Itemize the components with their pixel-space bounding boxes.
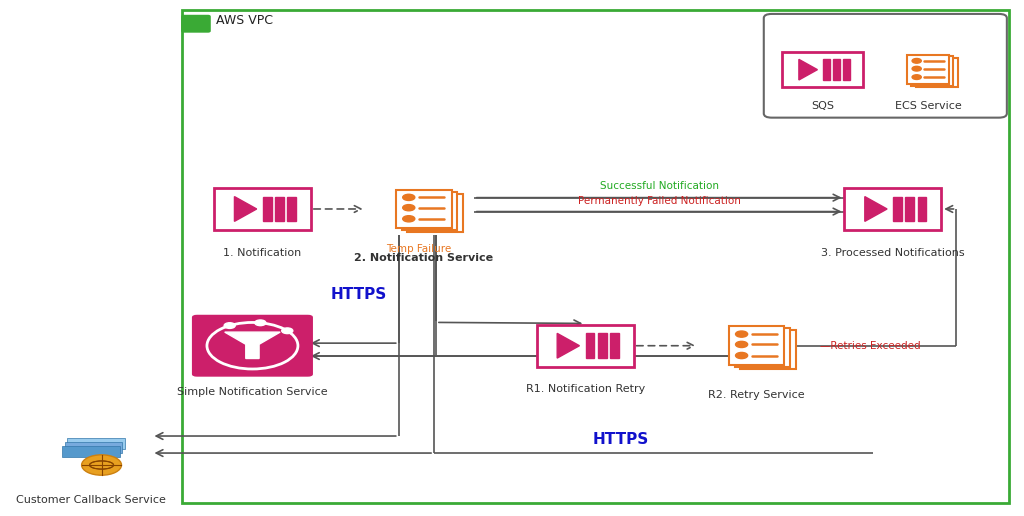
Bar bbox=[586, 333, 595, 358]
Bar bbox=[905, 197, 914, 221]
Circle shape bbox=[402, 205, 415, 211]
Circle shape bbox=[402, 216, 415, 222]
Text: Temp Failure: Temp Failure bbox=[386, 244, 452, 254]
Polygon shape bbox=[799, 59, 817, 80]
FancyBboxPatch shape bbox=[915, 58, 957, 87]
Text: HTTPS: HTTPS bbox=[593, 432, 648, 447]
Circle shape bbox=[912, 58, 922, 63]
Text: —Retries Exceeded: —Retries Exceeded bbox=[820, 341, 921, 351]
Text: Successful Notification: Successful Notification bbox=[600, 182, 719, 191]
Bar bbox=[822, 59, 829, 80]
Text: R1. Notification Retry: R1. Notification Retry bbox=[525, 384, 645, 394]
Bar bbox=[833, 59, 840, 80]
FancyBboxPatch shape bbox=[907, 55, 949, 84]
FancyBboxPatch shape bbox=[396, 190, 452, 228]
FancyBboxPatch shape bbox=[408, 194, 463, 232]
FancyBboxPatch shape bbox=[537, 325, 634, 367]
Bar bbox=[287, 197, 296, 221]
Bar bbox=[263, 197, 271, 221]
FancyBboxPatch shape bbox=[214, 188, 311, 230]
Polygon shape bbox=[865, 197, 887, 221]
Circle shape bbox=[282, 328, 293, 334]
Polygon shape bbox=[67, 438, 125, 449]
Circle shape bbox=[735, 331, 748, 337]
Text: 3. Processed Notifications: 3. Processed Notifications bbox=[821, 248, 965, 257]
Text: HTTPS: HTTPS bbox=[330, 286, 386, 302]
Text: SQS: SQS bbox=[811, 101, 834, 111]
Circle shape bbox=[82, 455, 122, 475]
FancyBboxPatch shape bbox=[911, 56, 953, 86]
Text: 1. Notification: 1. Notification bbox=[223, 248, 302, 257]
FancyBboxPatch shape bbox=[191, 315, 313, 377]
Circle shape bbox=[735, 352, 748, 359]
Bar bbox=[275, 197, 284, 221]
FancyBboxPatch shape bbox=[845, 188, 941, 230]
Bar bbox=[610, 333, 618, 358]
FancyBboxPatch shape bbox=[734, 328, 790, 367]
Bar bbox=[843, 59, 850, 80]
Circle shape bbox=[912, 75, 922, 79]
Bar bbox=[598, 333, 606, 358]
Polygon shape bbox=[62, 446, 120, 457]
Polygon shape bbox=[65, 442, 122, 453]
Polygon shape bbox=[224, 332, 281, 359]
FancyBboxPatch shape bbox=[740, 330, 796, 369]
Circle shape bbox=[224, 322, 236, 328]
Circle shape bbox=[912, 67, 922, 71]
Circle shape bbox=[255, 320, 266, 326]
Bar bbox=[918, 197, 927, 221]
Text: AWS VPC: AWS VPC bbox=[216, 14, 273, 27]
Text: R2. Retry Service: R2. Retry Service bbox=[709, 390, 805, 399]
Polygon shape bbox=[234, 197, 257, 221]
Text: Customer Callback Service: Customer Callback Service bbox=[16, 495, 166, 505]
FancyBboxPatch shape bbox=[782, 52, 862, 87]
Text: Simple Notification Service: Simple Notification Service bbox=[177, 387, 328, 397]
Bar bbox=[893, 197, 902, 221]
Circle shape bbox=[402, 195, 415, 201]
Circle shape bbox=[735, 342, 748, 348]
Text: 2. Notification Service: 2. Notification Service bbox=[354, 253, 494, 263]
FancyBboxPatch shape bbox=[764, 14, 1007, 118]
Text: ECS Service: ECS Service bbox=[895, 101, 962, 111]
FancyBboxPatch shape bbox=[182, 10, 1009, 503]
Polygon shape bbox=[557, 333, 580, 358]
Text: Permanently Failed Notification: Permanently Failed Notification bbox=[578, 197, 740, 206]
FancyBboxPatch shape bbox=[729, 327, 784, 365]
FancyBboxPatch shape bbox=[182, 15, 210, 32]
FancyBboxPatch shape bbox=[401, 191, 457, 230]
